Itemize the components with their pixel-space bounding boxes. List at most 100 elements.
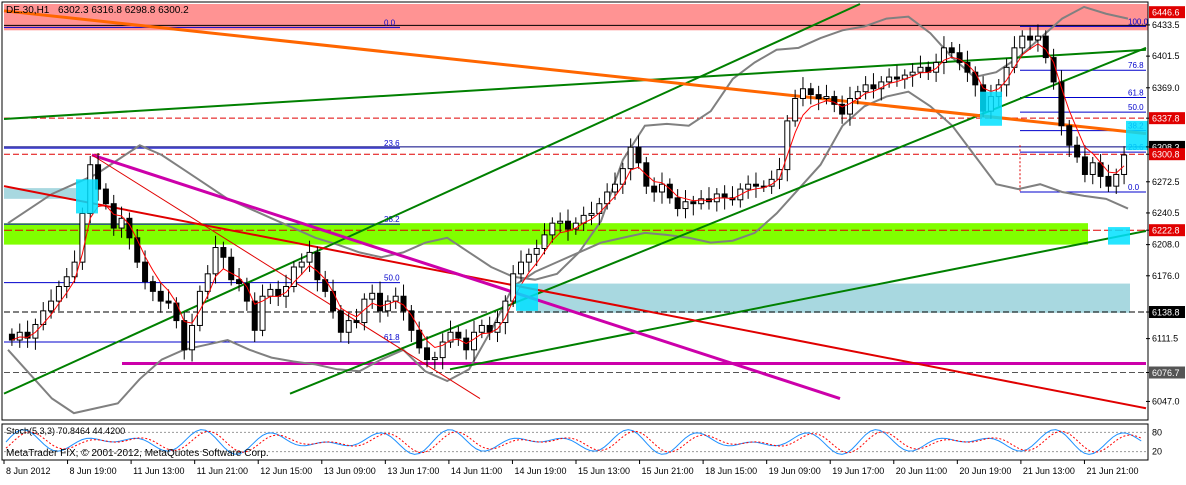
candle-body (956, 52, 963, 63)
cyan-box-3 (980, 91, 1002, 126)
x-tick-label: 11 Jun 13:00 (133, 466, 184, 476)
symbol-label: DE.30,H1 (6, 5, 50, 16)
candle-body (283, 285, 290, 297)
candle-body (369, 292, 376, 300)
candle-body (917, 66, 924, 73)
candle-body (110, 203, 117, 229)
candle-body (392, 295, 399, 302)
x-tick-label: 15 Jun 13:00 (578, 466, 630, 476)
fib-left-label: 0.0 (384, 18, 396, 27)
candle-body (721, 193, 728, 199)
y-tick-label: 6111.5 (1152, 334, 1178, 344)
candle-body (1034, 35, 1041, 41)
candle-body (1113, 173, 1120, 187)
candle-body (95, 164, 102, 190)
y-tick-label: 6240.5 (1152, 208, 1180, 218)
candle-body (204, 273, 211, 292)
candle-body (862, 84, 869, 93)
candle-body (846, 97, 853, 115)
ohlc-label: 6302.3 6316.8 6298.8 6300.2 (58, 5, 189, 16)
price-badge-label: 6222.8 (1152, 226, 1180, 236)
candle-body (940, 47, 947, 63)
candle-body (1042, 35, 1049, 59)
candle-body (909, 71, 916, 76)
candle-body (619, 168, 626, 185)
candle-body (1089, 162, 1096, 175)
green-trend-line-3 (289, 46, 1147, 395)
x-tick-label: 11 Jun 21:00 (197, 466, 248, 476)
candle-body (533, 248, 540, 255)
stoch-d-line (5, 430, 1142, 454)
fib-right-label: 100.0 (1128, 17, 1149, 26)
y-tick-label: 6401.5 (1152, 51, 1180, 61)
candle-body (40, 310, 47, 325)
y-tick-label: 6272.5 (1152, 177, 1180, 187)
candle-body (212, 247, 219, 275)
x-tick-label: 19 Jun 17:00 (832, 466, 884, 476)
candle-body (933, 61, 940, 73)
candle-body (815, 94, 822, 99)
fib-left-label: 61.8 (384, 333, 400, 342)
fib-right-label: 61.8 (1128, 89, 1144, 98)
candle-body (149, 281, 156, 292)
candle-body (424, 347, 431, 361)
candle-body (1121, 154, 1128, 175)
candle-body (784, 120, 791, 171)
candle-body (330, 290, 337, 312)
x-tick-label: 20 Jun 19:00 (959, 466, 1011, 476)
candle-body (1105, 175, 1112, 187)
candle-body (611, 183, 618, 193)
green-trend-line-1 (3, 3, 861, 395)
candle-body (565, 220, 571, 230)
candle-body (290, 266, 297, 287)
candle-body (502, 300, 509, 324)
demand-zone (520, 283, 1130, 313)
price-badge (1149, 366, 1185, 379)
candle-body (32, 323, 39, 339)
x-tick-label: 21 Jun 21:00 (1086, 466, 1138, 476)
stochastic-label: Stoch(5,3,3) 70.8464 44.4200 (6, 426, 125, 436)
candle-body (494, 322, 501, 333)
candle-body (306, 251, 313, 263)
y-tick-label: 6176.0 (1152, 271, 1180, 281)
candle-body (1066, 125, 1073, 146)
y-tick-label: 6208.0 (1152, 240, 1180, 250)
orange-trend-line (3, 9, 1147, 136)
candle-body (549, 222, 556, 236)
candle-body (63, 276, 70, 287)
price-badge (1149, 112, 1185, 125)
price-badge-label: 6076.7 (1152, 368, 1180, 378)
x-tick-label: 18 Jun 15:00 (705, 466, 757, 476)
candle-body (259, 295, 266, 331)
x-tick-label: 14 Jun 11:00 (451, 466, 502, 476)
candle-body (698, 198, 705, 205)
candle-body (651, 185, 658, 193)
x-tick-label: 19 Jun 09:00 (769, 466, 821, 476)
candle-body (1058, 81, 1065, 127)
fib-right-label: 50.0 (1128, 103, 1144, 112)
candle-body (337, 310, 344, 333)
candle-body (447, 331, 454, 343)
candle-body (823, 96, 830, 99)
candle-body (627, 146, 634, 170)
candle-body (220, 247, 227, 258)
price-badge-label: 6300.8 (1152, 150, 1180, 160)
candle-body (948, 47, 955, 54)
candle-body (377, 292, 384, 312)
candle-body (298, 261, 305, 268)
price-badge (1149, 148, 1185, 161)
candle-body (48, 300, 55, 312)
candle-body (157, 290, 164, 302)
fib-right-label: 0.0 (1128, 183, 1140, 192)
candle-body (1081, 156, 1088, 175)
y-tick-label: 6047.0 (1152, 396, 1180, 406)
price-badge-label: 6446.6 (1152, 8, 1180, 18)
candle-body (142, 261, 149, 283)
candle-body (1074, 144, 1081, 158)
x-tick-label: 14 Jun 19:00 (514, 466, 566, 476)
price-badge (1149, 224, 1185, 237)
green-trend-line-2 (3, 48, 1147, 120)
candle-body (658, 183, 665, 193)
